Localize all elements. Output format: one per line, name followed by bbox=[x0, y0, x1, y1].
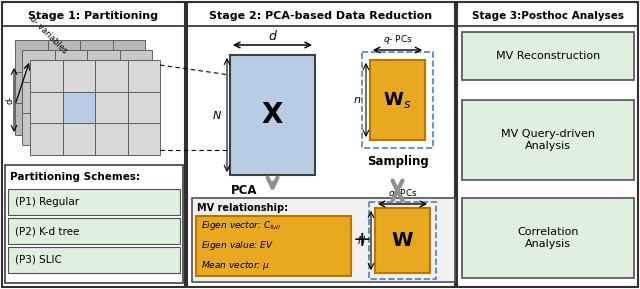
Bar bbox=[95, 60, 127, 92]
Bar bbox=[63, 60, 95, 92]
Text: $\mathbf{X}$: $\mathbf{X}$ bbox=[261, 101, 284, 129]
Bar bbox=[95, 123, 127, 155]
Text: Correlation
Analysis: Correlation Analysis bbox=[517, 227, 579, 249]
Bar bbox=[87, 113, 120, 145]
Bar bbox=[63, 92, 95, 123]
FancyBboxPatch shape bbox=[196, 216, 351, 276]
Bar bbox=[15, 103, 47, 135]
Bar bbox=[47, 40, 80, 72]
Bar bbox=[80, 40, 113, 72]
Bar bbox=[63, 123, 95, 155]
Bar bbox=[54, 113, 87, 145]
FancyBboxPatch shape bbox=[230, 55, 315, 175]
Text: $q$- PCs: $q$- PCs bbox=[383, 34, 412, 47]
FancyBboxPatch shape bbox=[8, 189, 180, 215]
Bar bbox=[80, 103, 113, 135]
FancyBboxPatch shape bbox=[8, 218, 180, 244]
Text: Stage 2: PCA-based Data Reduction: Stage 2: PCA-based Data Reduction bbox=[209, 11, 433, 21]
Text: Mean vector: $\mu$: Mean vector: $\mu$ bbox=[201, 260, 270, 273]
Bar bbox=[120, 50, 152, 82]
Text: Partitioning Schemes:: Partitioning Schemes: bbox=[10, 172, 140, 182]
FancyBboxPatch shape bbox=[192, 198, 455, 282]
Bar bbox=[15, 40, 47, 72]
Bar bbox=[30, 60, 63, 92]
Bar bbox=[120, 82, 152, 113]
Bar bbox=[30, 123, 63, 155]
Text: Eigen vector: $C_{full}$: Eigen vector: $C_{full}$ bbox=[201, 220, 282, 232]
FancyBboxPatch shape bbox=[5, 165, 183, 283]
Bar bbox=[113, 103, 145, 135]
Text: Eigen value: $EV$: Eigen value: $EV$ bbox=[201, 240, 274, 253]
Bar bbox=[22, 82, 54, 113]
Text: $q$- PCs: $q$- PCs bbox=[388, 188, 417, 201]
Text: $\mathbf{W}$: $\mathbf{W}$ bbox=[391, 231, 414, 250]
Bar bbox=[54, 50, 87, 82]
Text: (P1) Regular: (P1) Regular bbox=[15, 197, 79, 207]
Text: $n$: $n$ bbox=[353, 95, 361, 105]
Text: d- variables: d- variables bbox=[28, 14, 69, 55]
Text: (P3) SLIC: (P3) SLIC bbox=[15, 255, 62, 265]
FancyBboxPatch shape bbox=[187, 2, 455, 287]
Bar bbox=[80, 72, 113, 103]
FancyBboxPatch shape bbox=[370, 60, 425, 140]
Bar bbox=[127, 60, 160, 92]
Text: Stage 3:Posthoc Analyses: Stage 3:Posthoc Analyses bbox=[472, 11, 624, 21]
Text: Stage 1: Partitioning: Stage 1: Partitioning bbox=[28, 11, 158, 21]
Bar bbox=[22, 113, 54, 145]
Bar bbox=[95, 92, 127, 123]
Bar bbox=[127, 92, 160, 123]
Text: $d$: $d$ bbox=[268, 29, 278, 43]
Text: $N$: $N$ bbox=[212, 109, 222, 121]
Bar bbox=[87, 50, 120, 82]
Bar bbox=[47, 72, 80, 103]
Bar bbox=[30, 92, 63, 123]
FancyBboxPatch shape bbox=[462, 198, 634, 278]
Text: $N$: $N$ bbox=[357, 234, 366, 247]
Bar bbox=[22, 50, 54, 82]
Text: $\mathbf{W}_s$: $\mathbf{W}_s$ bbox=[383, 90, 412, 110]
Bar bbox=[113, 40, 145, 72]
Text: +: + bbox=[353, 230, 371, 250]
Bar bbox=[87, 82, 120, 113]
FancyBboxPatch shape bbox=[462, 32, 634, 80]
Bar bbox=[127, 123, 160, 155]
Text: MV relationship:: MV relationship: bbox=[197, 203, 288, 213]
Text: (P2) K-d tree: (P2) K-d tree bbox=[15, 226, 79, 236]
FancyBboxPatch shape bbox=[375, 208, 430, 273]
Bar bbox=[15, 72, 47, 103]
Bar bbox=[120, 113, 152, 145]
Bar bbox=[113, 72, 145, 103]
Text: MV Query-driven
Analysis: MV Query-driven Analysis bbox=[501, 129, 595, 151]
Bar bbox=[54, 82, 87, 113]
Text: MV Reconstruction: MV Reconstruction bbox=[496, 51, 600, 61]
Bar bbox=[47, 103, 80, 135]
FancyBboxPatch shape bbox=[462, 100, 634, 180]
Text: PCA: PCA bbox=[231, 184, 258, 197]
Text: Sampling: Sampling bbox=[367, 155, 428, 168]
FancyBboxPatch shape bbox=[8, 247, 180, 273]
FancyBboxPatch shape bbox=[457, 2, 638, 287]
FancyBboxPatch shape bbox=[2, 2, 185, 287]
Text: d-: d- bbox=[6, 96, 15, 104]
